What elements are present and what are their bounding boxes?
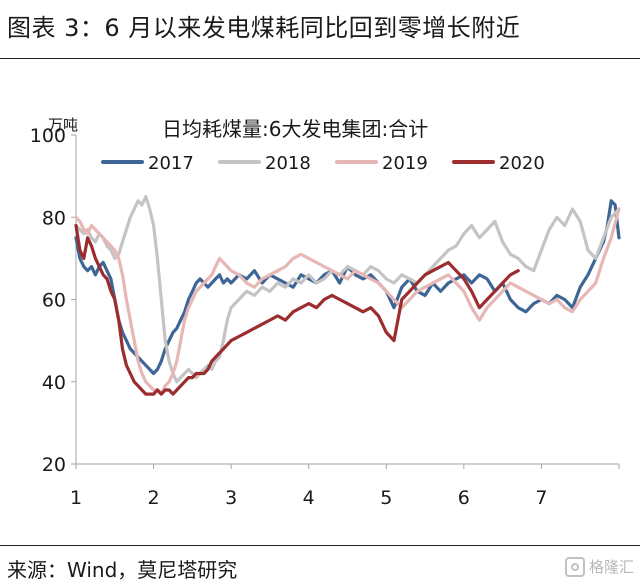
series-line-2019 bbox=[74, 207, 621, 396]
chart: 20 40 60 80 100 1 2 3 4 5 6 7 2017 2018 2019 2020 bbox=[30, 125, 621, 509]
figure-title: 图表 3：6 月以来发电煤耗同比回到零增长附近 bbox=[7, 14, 521, 42]
x-tick-label: 3 bbox=[225, 487, 237, 509]
y-tick-label: 40 bbox=[42, 372, 66, 394]
x-tick-label: 7 bbox=[535, 487, 547, 509]
watermark-logo-icon bbox=[564, 556, 585, 577]
y-tick-label: 20 bbox=[42, 454, 66, 476]
legend-label-2020: 2020 bbox=[499, 153, 545, 174]
y-tick-label: 80 bbox=[42, 207, 66, 229]
figure-footer: 来源：Wind，莫尼塔研究 格隆汇 bbox=[0, 546, 640, 585]
chart-title: 日均耗煤量:6大发电集团:合计 bbox=[162, 117, 429, 141]
x-tick-label: 1 bbox=[70, 487, 82, 509]
x-tick-label: 6 bbox=[458, 487, 470, 509]
series-line-2017 bbox=[74, 199, 621, 376]
legend-label-2017: 2017 bbox=[148, 153, 194, 174]
series-line-2020 bbox=[74, 223, 520, 396]
y-tick-label: 100 bbox=[30, 125, 66, 147]
footer-divider bbox=[0, 545, 640, 546]
axes-layer: 20 40 60 80 100 1 2 3 4 5 6 7 bbox=[30, 125, 620, 509]
x-tick-label: 5 bbox=[380, 487, 392, 509]
source-note: 来源：Wind，莫尼塔研究 bbox=[7, 558, 238, 582]
series-layer bbox=[74, 195, 621, 396]
y-tick-label: 60 bbox=[42, 290, 66, 312]
x-tick-label: 4 bbox=[303, 487, 315, 509]
series-line-2018 bbox=[74, 195, 621, 384]
legend-label-2019: 2019 bbox=[382, 153, 428, 174]
header-divider bbox=[0, 58, 640, 59]
watermark-text: 格隆汇 bbox=[588, 558, 634, 576]
x-tick-label: 2 bbox=[148, 487, 160, 509]
figure-header: 图表 3：6 月以来发电煤耗同比回到零增长附近 bbox=[0, 0, 640, 58]
legend-label-2018: 2018 bbox=[265, 153, 311, 174]
watermark: 格隆汇 bbox=[564, 556, 634, 577]
legend: 2017 2018 2019 2020 bbox=[101, 153, 545, 174]
y-axis-unit: 万吨 bbox=[48, 116, 79, 134]
